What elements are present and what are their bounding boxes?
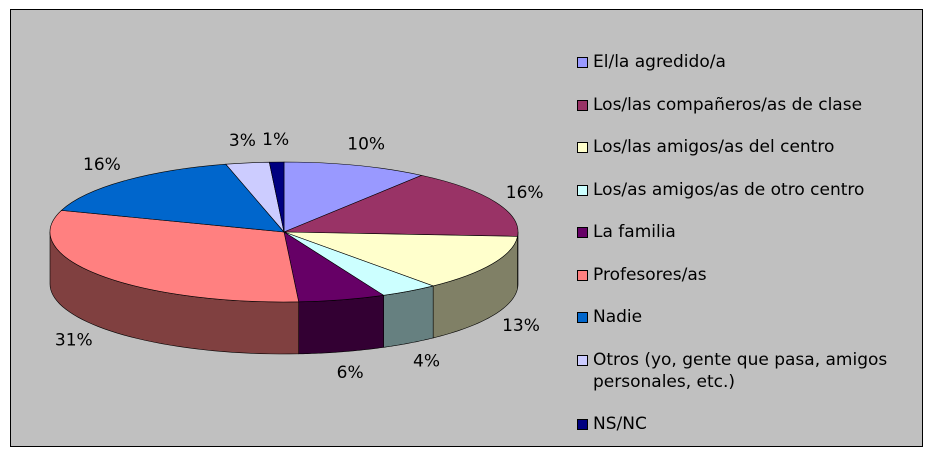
legend-item: Nadie <box>577 306 917 328</box>
legend-item: NS/NC <box>577 413 917 435</box>
legend-swatch <box>577 312 588 323</box>
legend-item: Los/las amigos/as del centro <box>577 136 917 158</box>
legend-swatch <box>577 57 588 68</box>
legend-label: Otros (yo, gente que pasa, amigos person… <box>593 349 913 393</box>
legend-label: Los/as amigos/as de otro centro <box>593 179 913 201</box>
slice-side <box>299 295 384 354</box>
data-label: 4% <box>413 352 440 372</box>
data-label: 3% <box>229 131 256 151</box>
legend-item: Los/las compañeros/as de clase <box>577 94 917 116</box>
data-label: 13% <box>502 316 540 336</box>
legend-swatch <box>577 270 588 281</box>
legend-swatch <box>577 355 588 366</box>
data-label: 6% <box>337 363 364 383</box>
legend-item: La familia <box>577 221 917 243</box>
legend-label: Los/las compañeros/as de clase <box>593 94 913 116</box>
legend-label: Nadie <box>593 306 913 328</box>
legend-swatch <box>577 227 588 238</box>
data-label: 16% <box>506 183 544 203</box>
legend-swatch <box>577 142 588 153</box>
legend: El/la agredido/a Los/las compañeros/as de… <box>577 51 917 456</box>
legend-label: NS/NC <box>593 413 913 435</box>
legend-swatch <box>577 100 588 111</box>
legend-swatch <box>577 419 588 430</box>
legend-item: Los/as amigos/as de otro centro <box>577 179 917 201</box>
data-label: 10% <box>347 135 385 155</box>
legend-label: Los/las amigos/as del centro <box>593 136 913 158</box>
data-label: 1% <box>262 130 289 150</box>
data-label: 16% <box>83 155 121 175</box>
data-label: 31% <box>55 330 93 350</box>
legend-item: Profesores/as <box>577 264 917 286</box>
legend-item: Otros (yo, gente que pasa, amigos person… <box>577 349 917 393</box>
slice-side <box>384 286 434 347</box>
legend-swatch <box>577 185 588 196</box>
legend-label: El/la agredido/a <box>593 51 913 73</box>
legend-label: La familia <box>593 221 913 243</box>
legend-item: El/la agredido/a <box>577 51 917 73</box>
legend-label: Profesores/as <box>593 264 913 286</box>
